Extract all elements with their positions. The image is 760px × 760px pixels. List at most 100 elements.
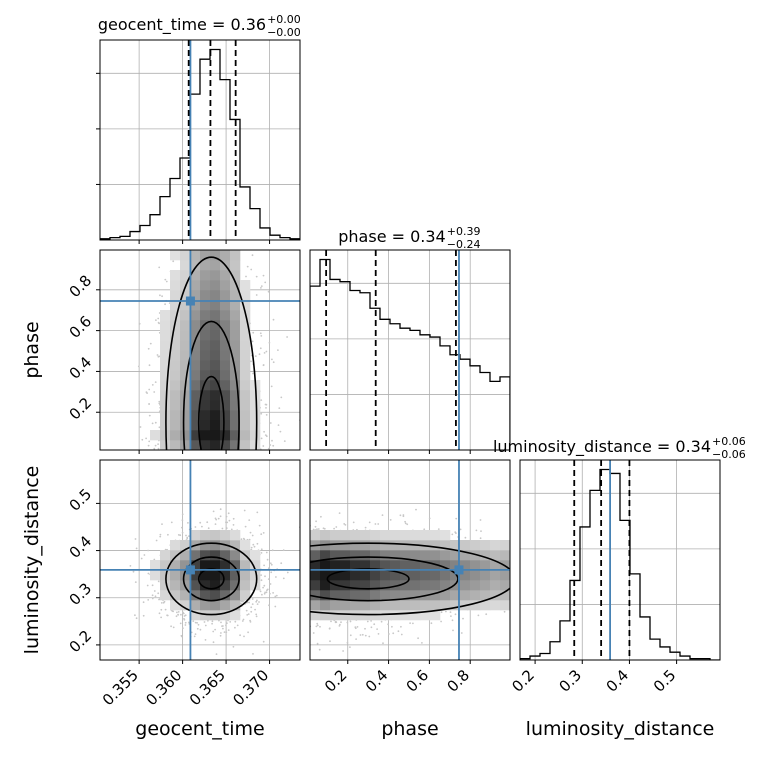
density-cell: [240, 580, 251, 591]
sample-point: [344, 524, 347, 526]
sample-point: [227, 512, 230, 515]
sample-point: [260, 548, 263, 551]
density-cell: [210, 420, 221, 431]
density-cell: [220, 430, 231, 441]
density-cell: [220, 600, 231, 611]
sample-point: [342, 650, 344, 652]
sample-point: [148, 403, 151, 405]
sample-point: [158, 355, 161, 358]
sample-point: [263, 584, 266, 587]
sample-point: [143, 554, 146, 556]
sample-point: [280, 562, 283, 565]
density-cell: [190, 360, 201, 371]
sample-point: [206, 521, 209, 524]
sample-point: [274, 605, 277, 608]
sample-point: [193, 635, 196, 638]
sample-point: [251, 598, 254, 600]
contour-line: [197, 375, 225, 450]
sample-point: [255, 615, 258, 618]
sample-point: [221, 527, 224, 530]
sample-point: [204, 624, 207, 627]
density-cell: [220, 420, 231, 431]
sample-point: [274, 595, 277, 598]
density-cell: [210, 570, 221, 581]
sample-point: [269, 444, 272, 446]
sample-point: [226, 622, 228, 625]
density-cell: [230, 560, 241, 571]
sample-point: [280, 396, 283, 399]
sample-point: [252, 372, 254, 375]
density-cell: [190, 370, 201, 381]
density-cell: [190, 590, 201, 601]
contour-line: [182, 556, 240, 602]
sample-point: [391, 625, 393, 628]
sample-point: [251, 254, 254, 257]
sample-point: [282, 577, 285, 580]
sample-point: [232, 517, 235, 520]
density-cell: [200, 420, 211, 431]
density-cell: [150, 570, 161, 581]
density-cell: [160, 550, 171, 561]
sample-point: [185, 534, 187, 537]
sample-point: [364, 627, 366, 630]
contour-line: [182, 320, 240, 450]
density-cell: [160, 330, 171, 341]
sample-point: [157, 580, 160, 583]
sample-point: [196, 627, 199, 630]
density-cell: [250, 440, 261, 450]
sample-point: [146, 584, 149, 587]
sample-point: [268, 604, 270, 607]
sample-point: [230, 528, 233, 531]
sample-point: [199, 521, 202, 524]
sample-point: [373, 623, 376, 626]
density-cell: [170, 370, 181, 381]
sample-point: [228, 519, 231, 522]
sample-point: [267, 290, 270, 293]
density-cell: [210, 560, 221, 571]
sample-point: [242, 600, 244, 603]
sample-point: [250, 606, 253, 609]
sample-point: [265, 591, 268, 594]
sample-point: [154, 444, 157, 447]
sample-point: [211, 620, 214, 623]
density-cell: [190, 350, 201, 361]
density-cell: [220, 340, 231, 351]
density-cell: [240, 560, 251, 571]
density-cell: [210, 410, 221, 421]
density-cell: [170, 430, 181, 441]
density-cell: [200, 320, 211, 331]
density-cell: [230, 360, 241, 371]
sample-point: [212, 630, 215, 633]
density-cell: [190, 380, 201, 391]
density-cell: [210, 350, 221, 361]
density-cell: [200, 390, 211, 401]
sample-point: [183, 615, 186, 617]
sample-point: [243, 509, 246, 512]
density-cell: [240, 410, 251, 421]
sample-point: [250, 268, 253, 271]
density-cell: [160, 440, 171, 450]
sample-point: [265, 551, 268, 554]
density-cell: [180, 260, 191, 271]
sample-point: [255, 613, 258, 616]
sample-point: [164, 278, 167, 281]
density-cell: [240, 400, 251, 411]
contour-line: [197, 568, 225, 590]
sample-point: [239, 634, 242, 637]
sample-point: [377, 523, 380, 525]
density-cell: [170, 250, 181, 261]
density-cell: [220, 390, 231, 401]
sample-point: [346, 621, 349, 624]
sample-point: [275, 594, 278, 597]
sample-point: [264, 281, 267, 284]
density-cell: [210, 270, 221, 281]
density-cell: [230, 430, 241, 441]
sample-point: [260, 285, 263, 287]
sample-point: [181, 526, 183, 529]
density-cell: [220, 370, 231, 381]
density-cell: [250, 390, 261, 401]
sample-point: [153, 447, 156, 450]
sample-point: [229, 621, 232, 623]
density-cell: [180, 270, 191, 281]
